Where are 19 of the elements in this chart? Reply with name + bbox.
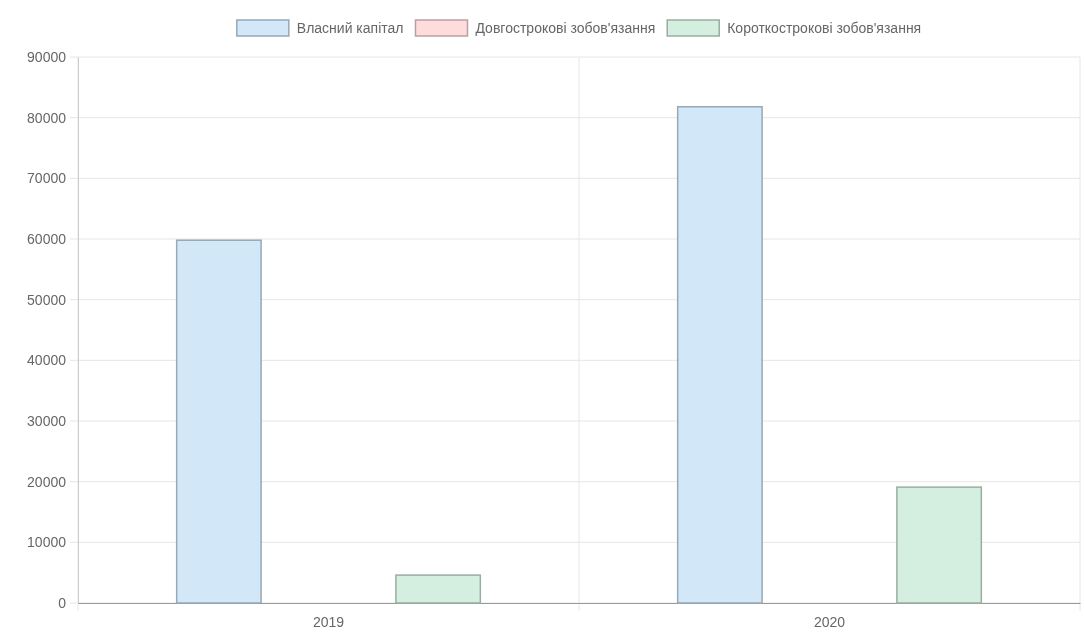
y-tick-label: 20000 xyxy=(27,473,67,490)
bar xyxy=(175,239,262,604)
bar xyxy=(676,106,763,604)
y-tick-label: 0 xyxy=(58,594,67,611)
y-tick-label: 30000 xyxy=(27,412,67,429)
y-tick-label: 50000 xyxy=(27,291,67,308)
y-tick-label: 40000 xyxy=(27,352,67,369)
legend-label: Короткострокові зобов'язання xyxy=(727,20,922,36)
y-tick-label: 90000 xyxy=(27,48,67,65)
y-tick-label: 60000 xyxy=(27,230,67,247)
bar xyxy=(896,486,983,604)
y-tick-label: 10000 xyxy=(27,534,67,551)
legend-label: Довгострокові зобов'язання xyxy=(475,20,656,36)
y-tick-label: 70000 xyxy=(27,170,67,187)
bar xyxy=(395,574,482,604)
x-tick-label: 2019 xyxy=(312,613,345,630)
legend-label: Власний капітал xyxy=(296,20,404,36)
x-tick-label: 2020 xyxy=(813,613,846,630)
y-tick-label: 80000 xyxy=(27,109,67,126)
